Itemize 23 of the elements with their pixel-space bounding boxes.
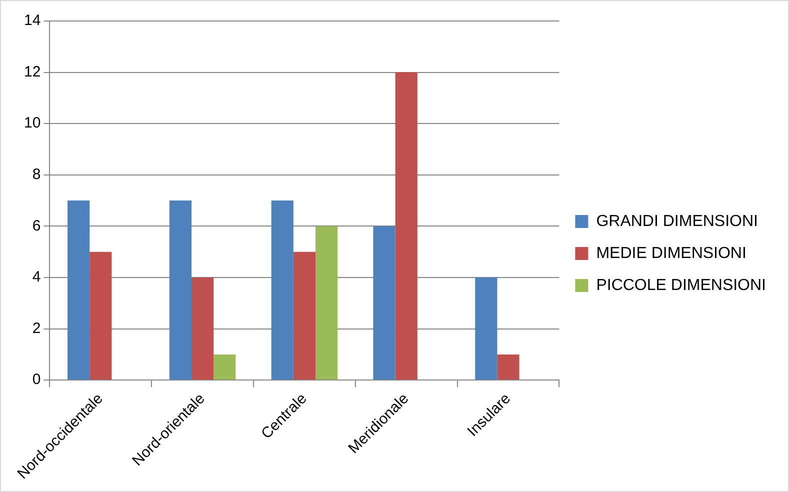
bar [169,200,192,380]
y-tick-label: 6 [32,217,41,234]
bar [68,200,90,380]
y-tick-label: 10 [24,114,41,132]
bar [373,226,396,380]
bar [90,252,112,380]
bar [192,277,214,380]
bar [475,277,498,380]
y-tick-label: 0 [32,371,41,388]
legend-label: GRANDI DIMENSIONI [596,212,758,230]
bar [395,72,418,380]
bar [271,200,294,380]
y-tick-label: 8 [32,166,41,184]
bar [315,226,338,380]
legend-label: MEDIE DIMENSIONI [596,244,746,262]
bar [497,354,520,380]
legend-label: PICCOLE DIMENSIONI [596,276,766,294]
y-tick-label: 12 [24,63,41,80]
bar [293,252,316,380]
y-tick-label: 4 [32,268,41,286]
y-tick-label: 2 [32,320,41,337]
y-tick-label: 14 [24,12,41,30]
bar [214,354,236,380]
